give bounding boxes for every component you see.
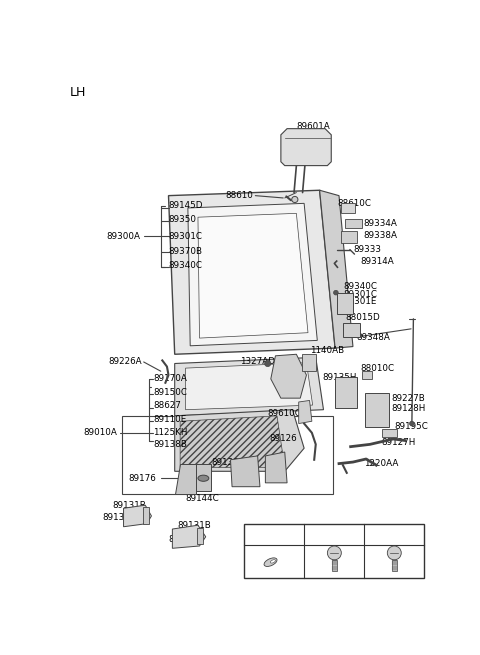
Polygon shape [281, 128, 331, 166]
Text: 89128H: 89128H [392, 403, 426, 413]
Text: 89340C: 89340C [343, 282, 377, 291]
Text: 14614: 14614 [260, 530, 288, 539]
Text: 89131B: 89131B [113, 500, 146, 510]
Text: 89333: 89333 [353, 245, 381, 254]
Text: 88010C: 88010C [360, 364, 395, 373]
Polygon shape [180, 416, 285, 468]
Polygon shape [175, 409, 304, 472]
Text: 89610C: 89610C [268, 409, 301, 418]
Text: 89137: 89137 [168, 534, 196, 544]
Circle shape [334, 290, 338, 295]
Text: 1125KH: 1125KH [153, 428, 188, 438]
Polygon shape [190, 464, 211, 491]
Text: 89334A: 89334A [364, 219, 397, 228]
Polygon shape [271, 354, 306, 398]
Polygon shape [175, 358, 324, 416]
Text: 89195C: 89195C [395, 422, 429, 431]
Bar [302, 354, 316, 371]
Bar [362, 371, 372, 379]
Text: 89314A: 89314A [360, 257, 395, 267]
Text: 89150C: 89150C [153, 388, 187, 398]
Bar [382, 429, 397, 437]
Text: 89340C: 89340C [168, 261, 203, 271]
Text: 89300A: 89300A [107, 232, 141, 241]
Polygon shape [188, 203, 317, 346]
Text: 89226A: 89226A [108, 358, 142, 366]
Circle shape [264, 360, 271, 367]
Text: 89350: 89350 [168, 215, 196, 224]
Circle shape [327, 546, 341, 560]
Polygon shape [320, 190, 353, 348]
Text: 89176: 89176 [128, 474, 156, 483]
Ellipse shape [198, 475, 209, 481]
Circle shape [409, 421, 414, 426]
Bar [392, 560, 396, 571]
Text: 89110E: 89110E [153, 415, 186, 424]
Text: 89137: 89137 [103, 513, 131, 522]
Text: 89348A: 89348A [356, 333, 390, 342]
Bar [244, 523, 424, 578]
Text: 88015D: 88015D [345, 313, 380, 322]
Circle shape [387, 546, 401, 560]
Text: 89145D: 89145D [168, 201, 203, 210]
Text: 89301E: 89301E [343, 297, 376, 307]
Polygon shape [172, 525, 206, 548]
Text: 89370B: 89370B [168, 248, 203, 256]
Text: 89227B: 89227B [392, 394, 425, 403]
Bar [335, 377, 357, 408]
Text: 89135H: 89135H [322, 373, 357, 382]
Polygon shape [230, 456, 260, 487]
Polygon shape [186, 363, 312, 409]
Text: 1241AA: 1241AA [317, 530, 352, 539]
Ellipse shape [270, 560, 276, 563]
Text: 1327AD: 1327AD [240, 358, 275, 366]
Text: 1140KX: 1140KX [377, 530, 412, 539]
Text: 1220AA: 1220AA [364, 459, 398, 468]
Polygon shape [168, 190, 335, 354]
Text: 89138B: 89138B [211, 458, 245, 466]
Text: 89126: 89126 [269, 434, 297, 443]
FancyBboxPatch shape [341, 231, 357, 244]
Text: 89338A: 89338A [364, 231, 398, 240]
Text: 88627: 88627 [153, 402, 181, 410]
Bar [343, 324, 360, 337]
Text: 89010A: 89010A [83, 428, 117, 438]
Text: 89601A: 89601A [296, 122, 330, 131]
Text: 89301C: 89301C [343, 290, 377, 299]
Ellipse shape [264, 558, 277, 567]
Bar [332, 560, 336, 571]
FancyBboxPatch shape [340, 203, 355, 213]
Text: 88610: 88610 [226, 191, 254, 200]
Polygon shape [175, 464, 196, 495]
Text: 1140AB: 1140AB [310, 346, 344, 355]
Polygon shape [123, 505, 152, 527]
Polygon shape [299, 400, 312, 424]
Text: 89144C: 89144C [186, 494, 219, 503]
Text: LH: LH [69, 86, 85, 99]
Text: 89131B: 89131B [178, 521, 212, 530]
Bar [197, 527, 204, 544]
Bar [122, 416, 333, 495]
Text: 89301C: 89301C [168, 232, 203, 241]
Text: 89170A: 89170A [153, 375, 187, 383]
Polygon shape [265, 452, 287, 483]
Text: 88610C: 88610C [337, 199, 372, 208]
Bar [337, 293, 353, 314]
FancyBboxPatch shape [345, 219, 362, 228]
Text: 89138B: 89138B [153, 440, 187, 449]
Text: 89127H: 89127H [382, 438, 416, 447]
Bar [365, 393, 389, 428]
Circle shape [292, 196, 298, 202]
Polygon shape [198, 214, 308, 338]
Bar [143, 507, 149, 523]
